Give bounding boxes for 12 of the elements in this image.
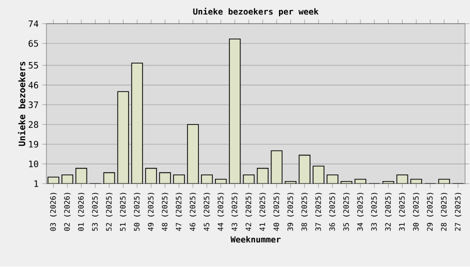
y-tick-label: 46 bbox=[28, 82, 38, 89]
y-tick-label: 10 bbox=[29, 160, 38, 168]
y-axis-title: Unieke bezoekers bbox=[18, 62, 26, 146]
y-tick-label: 65 bbox=[28, 40, 38, 47]
chart-title: Unieke bezoekers per week bbox=[193, 8, 319, 16]
x-axis-title: Weeknummer bbox=[230, 236, 281, 243]
y-tick-label: 74 bbox=[28, 20, 38, 28]
y-tick-label: 37 bbox=[28, 102, 38, 108]
y-tick-label: 28 bbox=[28, 121, 38, 128]
y-tick-label: 55 bbox=[28, 62, 38, 69]
y-tick-label: 1 bbox=[34, 180, 38, 188]
y-tick-label: 19 bbox=[29, 141, 38, 148]
